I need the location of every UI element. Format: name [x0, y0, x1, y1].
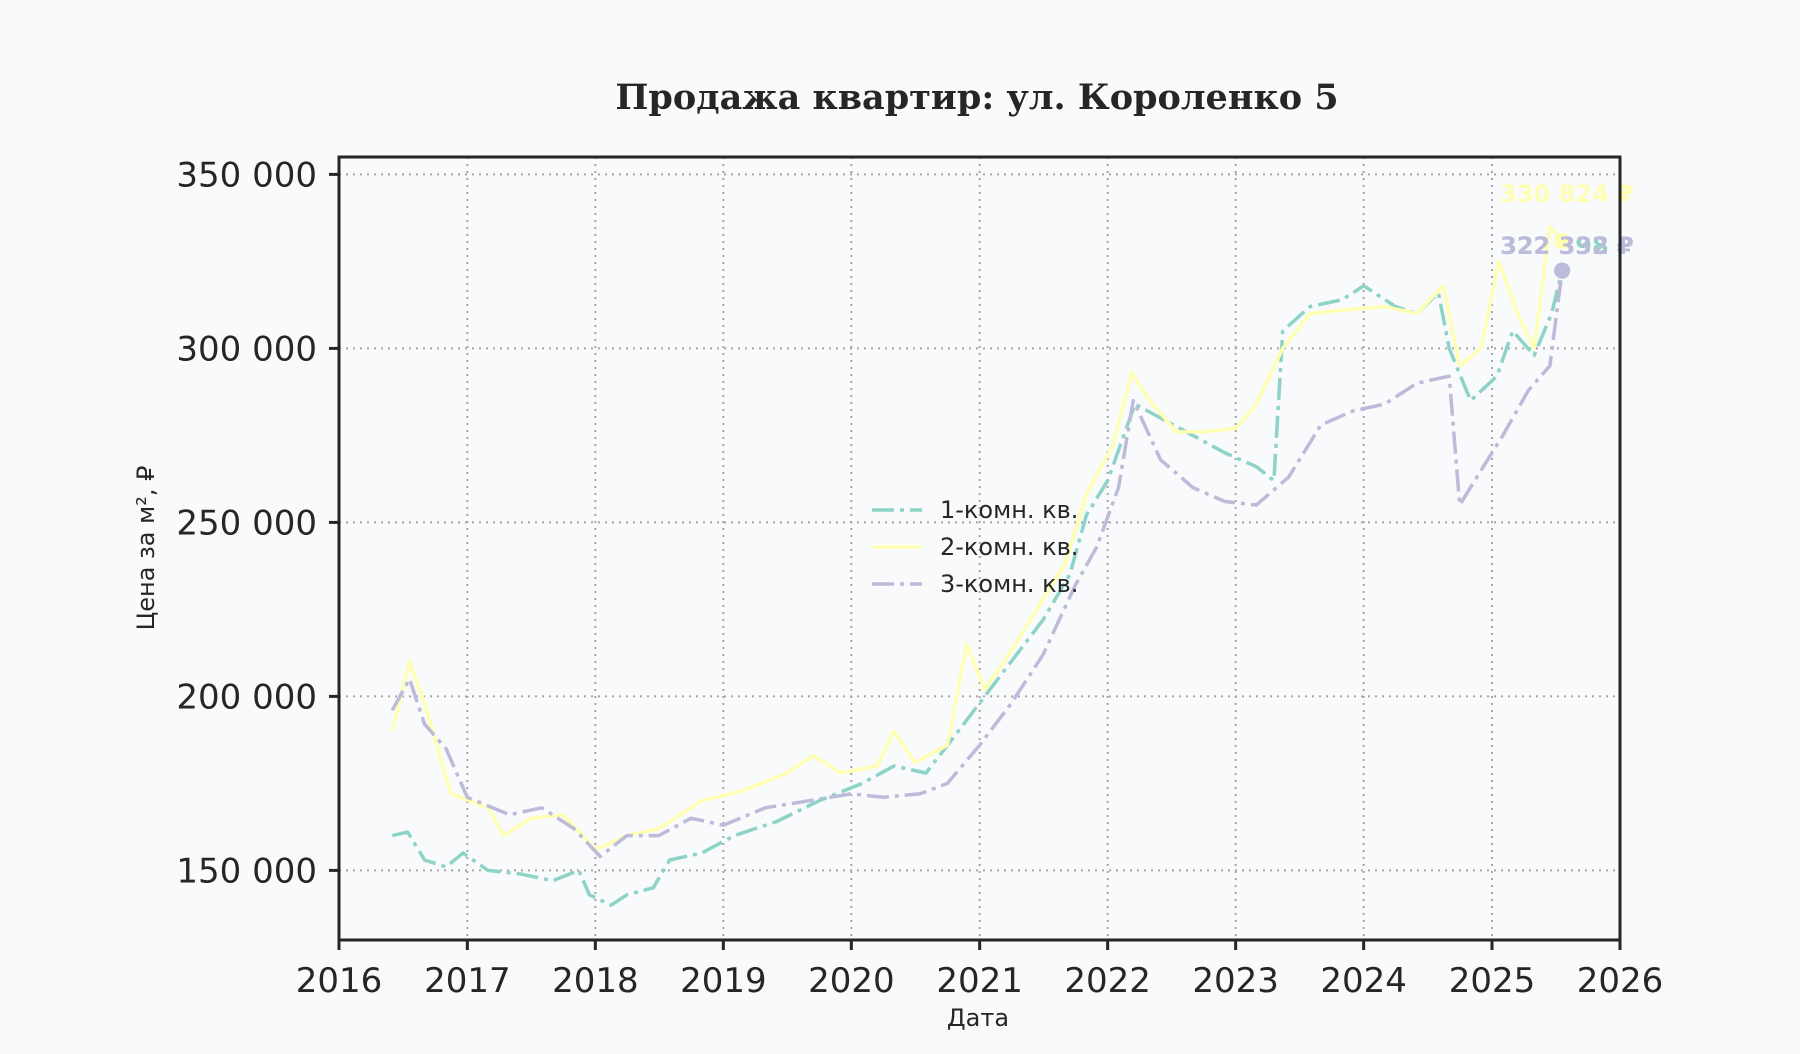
x-axis: 2016 2017 2018 2019 2020 2021 2022 2023 2024 2025… — [296, 940, 1664, 1001]
chart-title: Продажа квартир: ул. Короленко 5 — [615, 77, 1338, 118]
x-tick-label: 2019 — [680, 961, 767, 1001]
x-tick-label: 2025 — [1449, 961, 1536, 1001]
y-axis: 150 000 200 000 250 000 300 000 350 000 — [176, 155, 339, 891]
legend-label-3: 3-комн. кв. — [940, 570, 1078, 598]
y-tick-label: 350 000 — [176, 155, 317, 195]
series-line-3 — [390, 270, 1564, 859]
legend-label-2: 2-комн. кв. — [940, 533, 1078, 561]
end-label-layer: 322 398 ₽330 824 ₽322 332 ₽ — [1500, 180, 1634, 279]
y-tick-label: 250 000 — [176, 503, 317, 543]
x-tick-label: 2018 — [552, 961, 639, 1001]
x-tick-label: 2017 — [424, 961, 511, 1001]
x-tick-label: 2024 — [1320, 961, 1407, 1001]
series-end-marker-2 — [1554, 233, 1571, 250]
y-tick-label: 300 000 — [176, 329, 317, 369]
x-tick-label: 2023 — [1192, 961, 1279, 1001]
x-tick-label: 2021 — [936, 961, 1023, 1001]
series-end-label-2: 330 824 ₽ — [1500, 180, 1634, 208]
x-axis-label: Дата — [947, 1004, 1009, 1032]
x-tick-label: 2026 — [1577, 961, 1664, 1001]
series-end-label-3: 322 332 ₽ — [1500, 232, 1634, 260]
series-layer — [390, 224, 1564, 907]
y-tick-label: 150 000 — [176, 851, 317, 891]
legend: 1-комн. кв. 2-комн. кв. 3-комн. кв. — [872, 496, 1078, 598]
series-line-2 — [390, 224, 1564, 852]
x-tick-label: 2022 — [1064, 961, 1151, 1001]
legend-label-1: 1-комн. кв. — [940, 496, 1078, 524]
x-tick-label: 2016 — [296, 961, 383, 1001]
series-end-marker-3 — [1554, 262, 1571, 279]
x-tick-label: 2020 — [808, 961, 895, 1001]
y-tick-label: 200 000 — [176, 677, 317, 717]
y-axis-label: Цена за м², ₽ — [132, 466, 160, 631]
